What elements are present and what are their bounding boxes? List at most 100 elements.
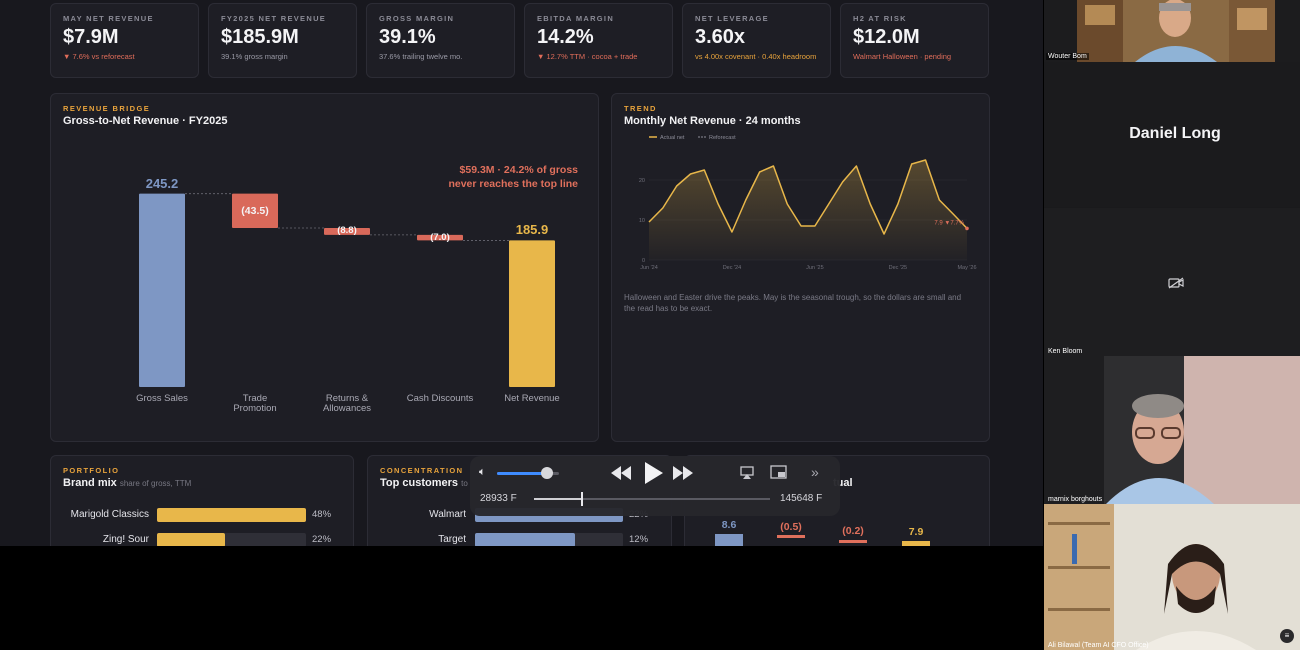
trend-last-point (965, 226, 969, 231)
kpi-value: 39.1% (379, 26, 436, 48)
media-controls: 🔈︎ » 28933 F 145648 F (470, 456, 840, 516)
customer-row: Target 12% (368, 533, 673, 546)
waterfall-bar (139, 193, 185, 387)
y-tick-label: 0 (642, 258, 645, 264)
brand-share: 22% (312, 534, 332, 545)
section-label: PORTFOLIO (63, 466, 120, 475)
variance-value-label: 8.6 (721, 519, 737, 531)
kpi-subtext: Walmart Halloween · pending (853, 52, 952, 61)
kpi-card-may-net-revenue: MAY NET REVENUE $7.9M ▼ 7.6% vs reforeca… (50, 3, 199, 78)
participant-tile[interactable]: Ken Bloom (1044, 208, 1300, 356)
waterfall-bar (324, 227, 370, 235)
shared-screen: MAY NET REVENUE $7.9M ▼ 7.6% vs reforeca… (0, 0, 1043, 546)
waterfall-chart (139, 193, 555, 387)
kpi-subtext: 37.6% trailing twelve mo. (379, 52, 463, 61)
kpi-value: $7.9M (63, 26, 119, 48)
chart-title: Brand mix share of gross, TTM (63, 477, 191, 489)
trend-annotation: 7.9 ▼7.7% (934, 220, 964, 226)
waterfall-value-label: (7.0) (430, 231, 450, 243)
kpi-label: EBITDA MARGIN (537, 14, 615, 23)
variance-bar (839, 540, 867, 543)
kpi-value: $185.9M (221, 26, 299, 48)
kpi-label: NET LEVERAGE (695, 14, 769, 23)
scrub-bar[interactable] (534, 492, 770, 506)
trend-area (649, 160, 967, 260)
x-tick-label: Jun '24 (640, 265, 658, 271)
brand-bar-track (157, 533, 306, 546)
variance-bar (902, 541, 930, 546)
play-icon[interactable] (642, 461, 664, 485)
chart-title: Gross-to-Net Revenue · FY2025 (63, 115, 228, 127)
time-total: 145648 F (780, 493, 823, 504)
airplay-icon[interactable] (740, 466, 754, 480)
x-tick-label: May '26 (957, 265, 976, 271)
legend-label-reforecast: Reforecast (709, 135, 736, 141)
y-tick-label: 10 (639, 218, 645, 224)
participant-tile[interactable]: marnix borghouts (1044, 356, 1300, 504)
top-customers-title: Top customers (380, 477, 459, 489)
scrub-progress (534, 498, 582, 500)
customer-name: Target (438, 534, 466, 545)
brand-row: Zing! Sour 22% (51, 533, 355, 546)
brand-bar-track (157, 508, 306, 522)
participant-video-icon (1044, 504, 1300, 650)
volume-knob[interactable] (540, 467, 553, 479)
kpi-subtext: ▼ 12.7% TTM · cocoa + trade (537, 52, 638, 61)
kpi-card-h2-at-risk: H2 AT RISK $12.0M Walmart Halloween · pe… (840, 3, 989, 78)
brand-share: 48% (312, 509, 332, 520)
kpi-subtext: ▼ 7.6% vs reforecast (63, 52, 135, 61)
brand-bar (157, 508, 306, 522)
kpi-card-net-leverage: NET LEVERAGE 3.60x vs 4.00x covenant · 0… (682, 3, 831, 78)
kpi-value: 14.2% (537, 26, 594, 48)
waterfall-bar (232, 193, 278, 228)
volume-icon[interactable]: 🔈︎ (479, 466, 486, 478)
customer-bar (475, 533, 575, 546)
trend-note: Halloween and Easter drive the peaks. Ma… (624, 293, 962, 313)
kpi-card-gross-margin: GROSS MARGIN 39.1% 37.6% trailing twelve… (366, 3, 515, 78)
kpi-label: H2 AT RISK (853, 14, 907, 23)
waterfall-value-label: 245.2 (145, 175, 179, 191)
chart-title: Monthly Net Revenue · 24 months (624, 115, 801, 127)
kpi-card-fy2025-net-revenue: FY2025 NET REVENUE $185.9M 39.1% gross m… (208, 3, 357, 78)
customer-share: 12% (629, 534, 649, 545)
participant-tile[interactable]: Wouter Bom (1044, 0, 1300, 62)
kpi-label: FY2025 NET REVENUE (221, 14, 327, 23)
participant-tile[interactable]: Ali Bilawal (Team AI CFO Office) ≡ (1044, 504, 1300, 650)
kpi-label: GROSS MARGIN (379, 14, 455, 23)
variance-bar (715, 534, 743, 546)
chevron-right-icon[interactable]: » (811, 464, 819, 480)
scrub-handle[interactable] (581, 492, 584, 506)
kpi-subtext: 39.1% gross margin (221, 52, 288, 61)
portfolio-card: PORTFOLIO Brand mix share of gross, TTM … (50, 455, 354, 546)
waterfall-category-label: Gross Sales (136, 393, 188, 404)
x-tick-label: Jun '25 (806, 265, 824, 271)
picture-in-picture-icon[interactable] (770, 465, 787, 480)
fast-forward-icon[interactable] (672, 465, 694, 481)
participant-tile[interactable]: Daniel Long (1044, 62, 1300, 207)
waterfall-category-label: Trade Promotion (233, 393, 277, 414)
participant-video-icon (1044, 356, 1300, 504)
rewind-icon[interactable] (610, 465, 632, 481)
waterfall-value-label: (43.5) (241, 204, 269, 217)
menu-icon[interactable]: ≡ (1280, 629, 1294, 643)
y-tick-label: 20 (639, 178, 645, 184)
revenue-bridge-card: REVENUE BRIDGE Gross-to-Net Revenue · FY… (50, 93, 599, 442)
volume-slider[interactable] (497, 467, 559, 479)
kpi-subtext: vs 4.00x covenant · 0.40x headroom (695, 52, 817, 61)
time-elapsed: 28933 F (480, 493, 517, 504)
volume-level (497, 472, 547, 475)
participant-display-name: Daniel Long (1129, 125, 1221, 142)
brand-name: Marigold Classics (70, 509, 149, 520)
section-label: CONCENTRATION (380, 466, 464, 475)
trend-line (648, 159, 968, 235)
brand-bar (157, 533, 226, 546)
waterfall-bar (417, 234, 463, 241)
variance-value-label: (0.2) (842, 525, 864, 537)
brand-mix-subtitle: share of gross, TTM (119, 479, 192, 488)
waterfall-category-label: Cash Discounts (406, 393, 474, 404)
participant-video-icon (1077, 0, 1275, 62)
customer-bar-track (475, 533, 623, 546)
camera-off-icon (1168, 277, 1184, 289)
participants-panel: Wouter Bom Daniel Long Ken Bloom marnix … (1044, 0, 1300, 650)
customer-name: Walmart (429, 509, 466, 520)
